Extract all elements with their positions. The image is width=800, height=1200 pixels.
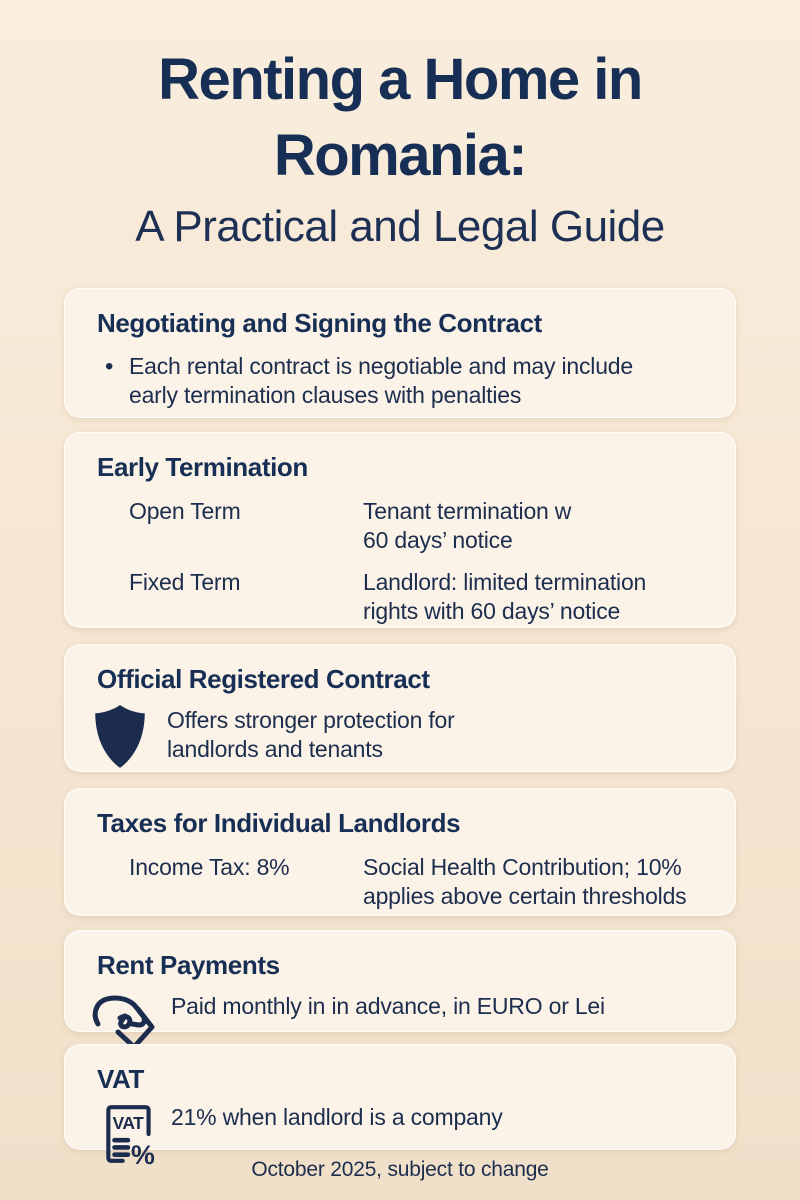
bullet-text-line-2: early termination clauses with penalties [129,382,522,408]
card-heading-taxes: Taxes for Individual Landlords [97,808,461,838]
bullet-text-line-1: Each rental contract is negotiable and m… [129,353,633,379]
card-negotiating-signing: Negotiating and Signing the Contract • E… [64,288,736,418]
vat-icon-label: VAT [112,1113,144,1133]
title-line-2: Romania: [273,123,528,188]
official-contract-line-2: landlords and tenants [167,736,383,762]
card-early-termination: Early Termination Open Term Tenant termi… [64,432,736,628]
shield-icon [89,703,151,776]
term-value: Tenant termination w 60 days’ notice [363,497,571,555]
vat-text: 21% when landlord is a company [171,1104,503,1130]
term-value-line-1: Landlord: limited termination [363,569,647,595]
health-contribution-text: Social Health Contribution; 10% applies … [363,853,687,911]
card-heading-rent-payments: Rent Payments [97,950,280,980]
footer-note: October 2025, subject to change [251,1158,549,1181]
card-vat: VAT VAT % 21% when landlord is a company [64,1044,736,1170]
term-label: Fixed Term [129,569,241,595]
page-title: Renting a Home in Romania: [0,42,800,194]
vat-icon-percent: % [131,1140,155,1166]
official-contract-text: Offers stronger protection for landlords… [167,703,455,764]
money-hand-icon [89,991,161,1058]
card-heading-vat: VAT [97,1064,144,1094]
term-row-fixed: Fixed Term Landlord: limited termination… [97,568,703,626]
card-rent-payments: Rent Payments Paid monthly in in advance… [64,930,736,1050]
bullet-item: • Each rental contract is negotiable and… [105,352,703,410]
card-heading-early-termination: Early Termination [97,452,308,482]
term-label: Open Term [129,498,241,524]
term-value-line-1: Tenant termination w [363,498,572,524]
card-taxes-individual-landlords: Taxes for Individual Landlords Income Ta… [64,788,736,916]
health-contribution-line-1: Social Health Contribution; 10% [363,854,682,880]
title-line-1: Renting a Home in [158,47,643,112]
official-contract-line-1: Offers stronger protection for [167,707,455,733]
term-value-line-2: 60 days’ notice [363,527,513,553]
vat-document-icon: VAT % [101,1100,159,1171]
bullet-dot-icon: • [105,353,114,380]
official-contract-row: Offers stronger protection for landlords… [95,703,703,776]
card-official-registered-contract: Official Registered Contract Offers stro… [64,644,736,772]
health-contribution-line-2: applies above certain thresholds [363,883,687,909]
card-heading-negotiating: Negotiating and Signing the Contract [97,308,542,338]
page-subtitle: A Practical and Legal Guide [135,202,665,251]
bullet-text: Each rental contract is negotiable and m… [129,352,633,410]
term-value: Landlord: limited termination rights wit… [363,568,646,626]
tax-row: Income Tax: 8% Social Health Contributio… [97,853,703,911]
card-heading-official-contract: Official Registered Contract [97,664,430,694]
term-row-open: Open Term Tenant termination w 60 days’ … [97,497,703,555]
income-tax-label: Income Tax: 8% [129,854,290,880]
vat-row: VAT % 21% when landlord is a company [97,1100,703,1171]
rent-payments-text: Paid monthly in in advance, in EURO or L… [171,993,605,1019]
term-value-line-2: rights with 60 days’ notice [363,598,621,624]
rent-payments-row: Paid monthly in in advance, in EURO or L… [92,989,703,1058]
